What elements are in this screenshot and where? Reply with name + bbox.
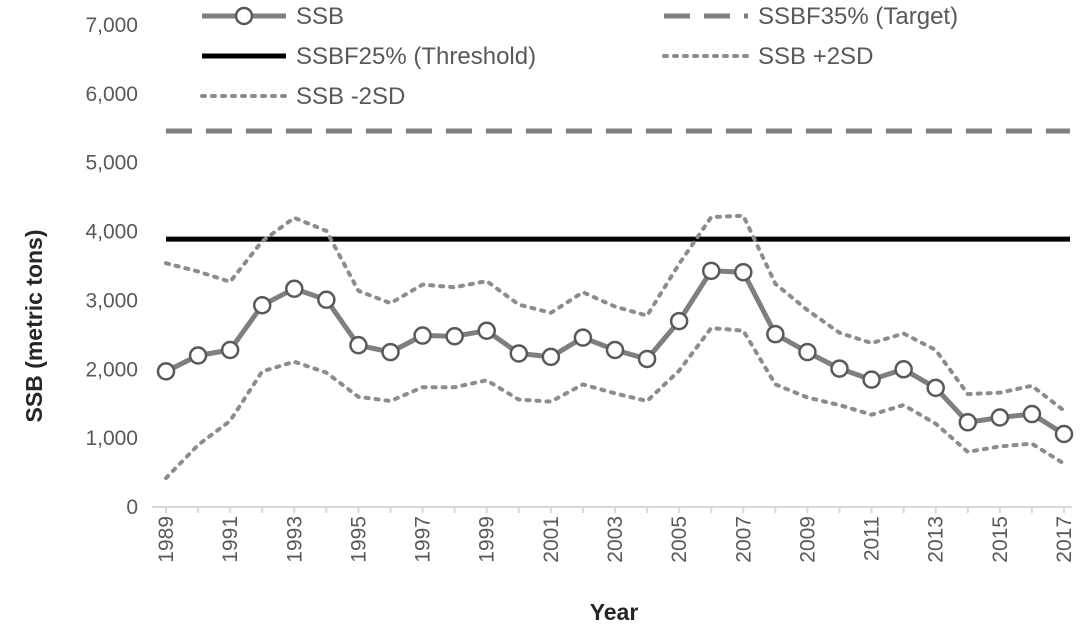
- ssb-point: [637, 349, 657, 369]
- y-tick-label: 3,000: [85, 289, 138, 312]
- x-tick-label: 2013: [925, 516, 948, 563]
- y-tick-label: 6,000: [85, 83, 138, 106]
- ssb-point: [509, 344, 529, 363]
- legend-label-4: SSB -2SD: [296, 83, 405, 110]
- ssb-point: [156, 362, 176, 381]
- ssb-point: [958, 413, 978, 432]
- ssb-point: [766, 324, 785, 344]
- ssb-point: [477, 321, 496, 340]
- ssb-point: [541, 347, 561, 367]
- y-tick-label: 0: [126, 496, 138, 519]
- ssb-point: [252, 295, 272, 315]
- ssb-point: [317, 290, 336, 309]
- ssb-point: [701, 261, 721, 281]
- legend-label-0: SSB: [296, 3, 344, 30]
- x-tick-marks: [165, 507, 1065, 513]
- x-tick-label: 1995: [347, 516, 370, 563]
- ssb-point: [990, 408, 1010, 427]
- y-axis-title: SSB (metric tons): [21, 230, 47, 423]
- x-tick-label: 1991: [219, 516, 242, 563]
- x-tick-label: 2001: [540, 516, 563, 563]
- ssb-point: [894, 360, 913, 379]
- ssb-point: [926, 378, 945, 398]
- y-tick-label: 5,000: [85, 152, 138, 175]
- legend-marker: [234, 6, 254, 26]
- y-tick-labels: 0 1,000 2,000 3,000 4,000 5,000 6,000 7,000: [85, 14, 138, 519]
- x-tick-label: 1999: [476, 516, 499, 563]
- y-tick-label: 1,000: [85, 427, 138, 450]
- ssb-point: [605, 340, 625, 360]
- y-tick-label: 7,000: [85, 14, 138, 37]
- ssb-point: [220, 340, 240, 360]
- ssb-point: [830, 359, 849, 378]
- x-tick-label: 2007: [732, 516, 755, 563]
- ssb-point: [445, 326, 464, 346]
- ssb-point: [285, 279, 304, 298]
- x-tick-label: 2015: [989, 516, 1012, 563]
- x-tick-label: 1989: [155, 516, 178, 563]
- ssb-point: [798, 342, 817, 362]
- legend-label-3: SSB +2SD: [758, 43, 873, 70]
- x-tick-label: 2005: [668, 516, 691, 563]
- ssb-point: [862, 370, 881, 389]
- series-line-3: [164, 213, 1066, 413]
- y-tick-label: 4,000: [85, 221, 138, 244]
- x-tick-label: 1997: [412, 516, 435, 563]
- ssb-point: [188, 346, 208, 365]
- ssb-point: [349, 335, 368, 355]
- legend-label-2: SSBF25% (Threshold): [296, 43, 536, 70]
- ssb-markers: [156, 261, 1074, 444]
- ssb-point: [734, 262, 753, 282]
- ssb-point: [669, 311, 689, 331]
- ssb-point: [1054, 424, 1074, 444]
- y-tick-label: 2,000: [85, 358, 138, 381]
- series-line-4: [164, 326, 1066, 481]
- x-tick-label: 2011: [861, 516, 884, 561]
- ssb-point: [1022, 404, 1042, 424]
- x-tick-label: 2009: [796, 516, 819, 563]
- ssb-point: [381, 342, 400, 362]
- x-axis-title: Year: [590, 599, 639, 625]
- ssb-point: [413, 326, 432, 345]
- ssb-point: [573, 328, 593, 347]
- legend: SSB SSBF35% (Target) SSBF25% (Threshold) SS…: [200, 3, 958, 110]
- x-tick-label: 2003: [604, 516, 627, 563]
- x-tick-labels: 1989 1991 1993 1995 1997 1999 2001 2003 2005 2007…: [155, 516, 1076, 563]
- series-layer: [164, 128, 1070, 481]
- legend-label-1: SSBF35% (Target): [758, 3, 958, 30]
- x-tick-label: 1993: [283, 516, 306, 563]
- x-tick-label: 2017: [1053, 516, 1076, 563]
